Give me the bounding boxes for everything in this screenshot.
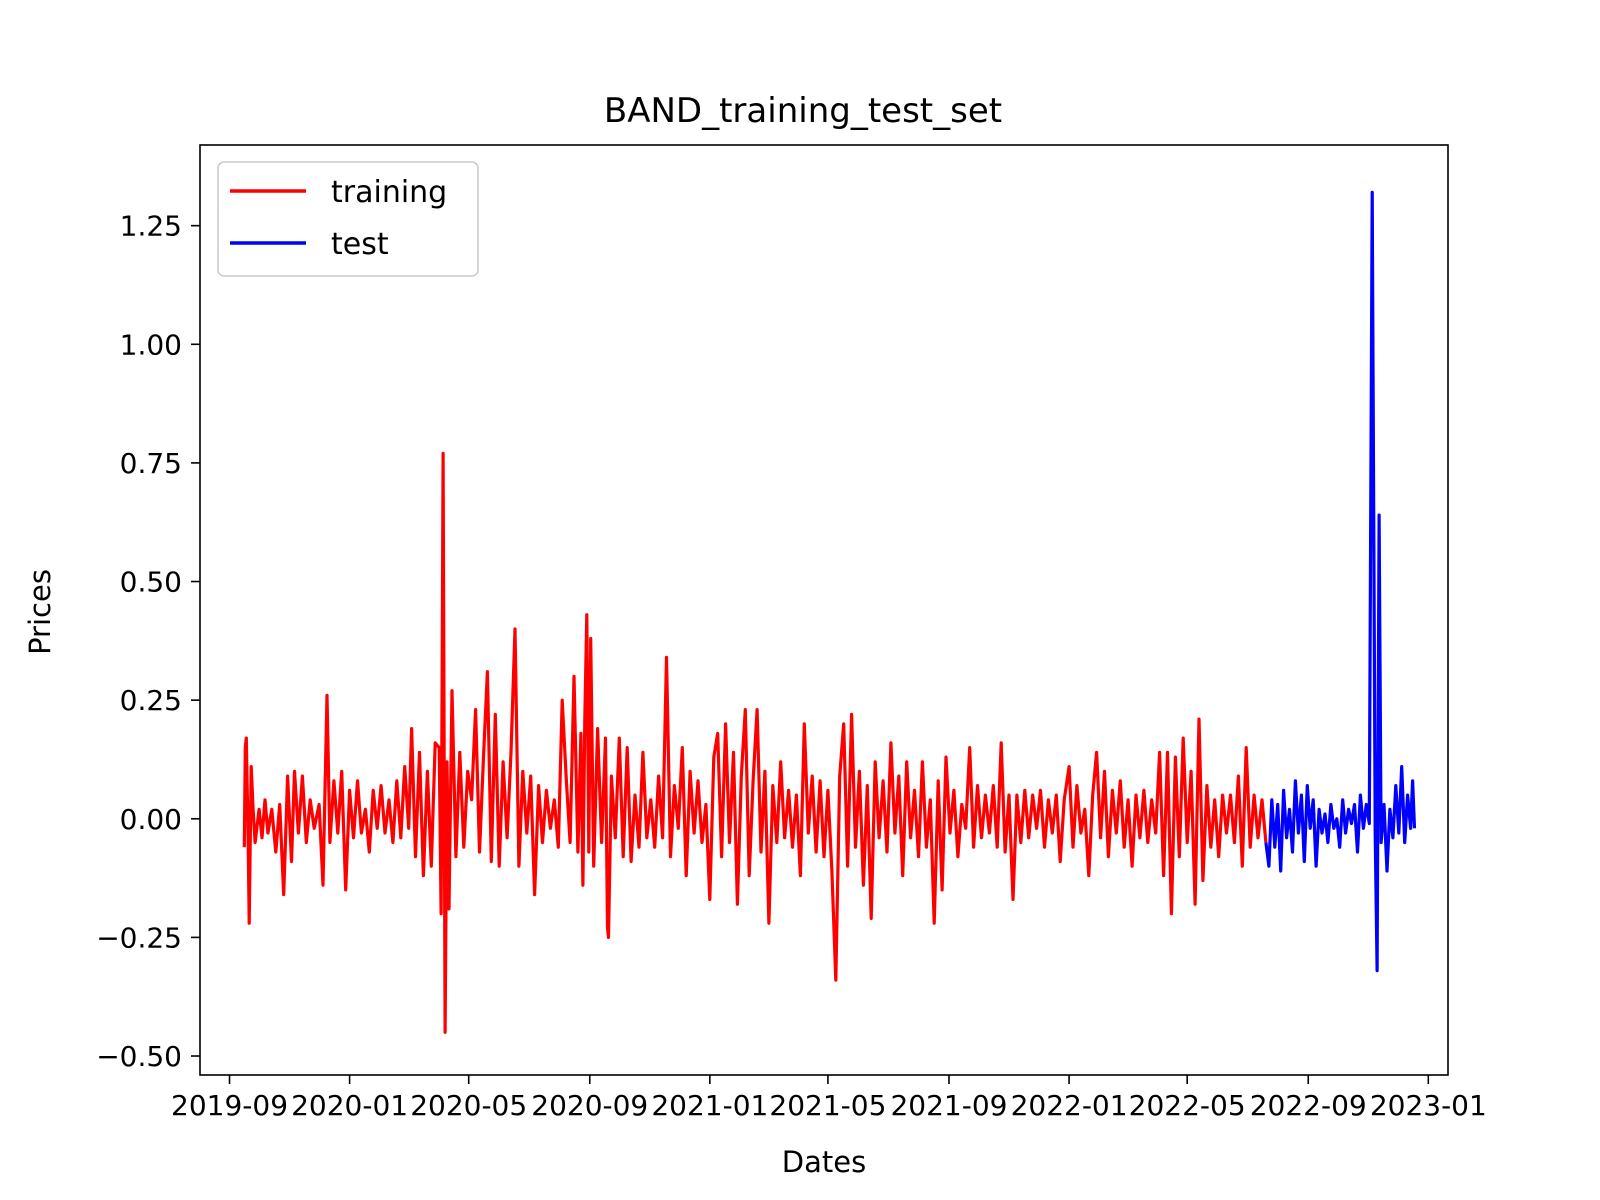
y-axis: −0.50 −0.25 0.00 0.25 0.50 0.75 1.00 1.25 xyxy=(96,210,200,1073)
plot-lines xyxy=(242,190,1417,1034)
x-tick-label: 2021-09 xyxy=(890,1089,1007,1122)
y-tick-label: 1.25 xyxy=(120,210,182,243)
x-tick-label: 2022-09 xyxy=(1250,1089,1367,1122)
x-axis: 2019-09 2020-01 2020-05 2020-09 2021-01 2021-… xyxy=(171,1075,1487,1122)
y-tick-label: 0.50 xyxy=(120,566,182,599)
x-tick-label: 2021-05 xyxy=(769,1089,886,1122)
x-tick-label: 2022-01 xyxy=(1011,1089,1128,1122)
y-tick-label: 1.00 xyxy=(120,328,182,361)
x-axis-label: Dates xyxy=(782,1145,866,1179)
y-tick-label: 0.75 xyxy=(120,447,182,480)
series-line-test xyxy=(1264,190,1417,973)
y-axis-label: Prices xyxy=(23,569,57,655)
x-tick-label: 2023-01 xyxy=(1370,1089,1487,1122)
legend-label-test: test xyxy=(331,227,389,262)
legend-label-training: training xyxy=(331,175,447,210)
x-tick-label: 2019-09 xyxy=(171,1089,288,1122)
plot-frame xyxy=(199,144,1449,1076)
x-tick-label: 2021-01 xyxy=(651,1089,768,1122)
x-tick-label: 2020-01 xyxy=(291,1089,408,1122)
x-tick-label: 2020-09 xyxy=(531,1089,648,1122)
y-tick-label: −0.25 xyxy=(96,921,182,954)
x-tick-label: 2022-05 xyxy=(1129,1089,1246,1122)
chart-title: BAND_training_test_set xyxy=(604,91,1002,131)
y-tick-label: 0.00 xyxy=(120,803,182,836)
legend: training test xyxy=(217,161,479,277)
x-tick-label: 2020-05 xyxy=(410,1089,527,1122)
y-tick-label: −0.50 xyxy=(96,1040,182,1073)
y-tick-label: 0.25 xyxy=(120,684,182,717)
series-line-training xyxy=(242,451,1268,1034)
